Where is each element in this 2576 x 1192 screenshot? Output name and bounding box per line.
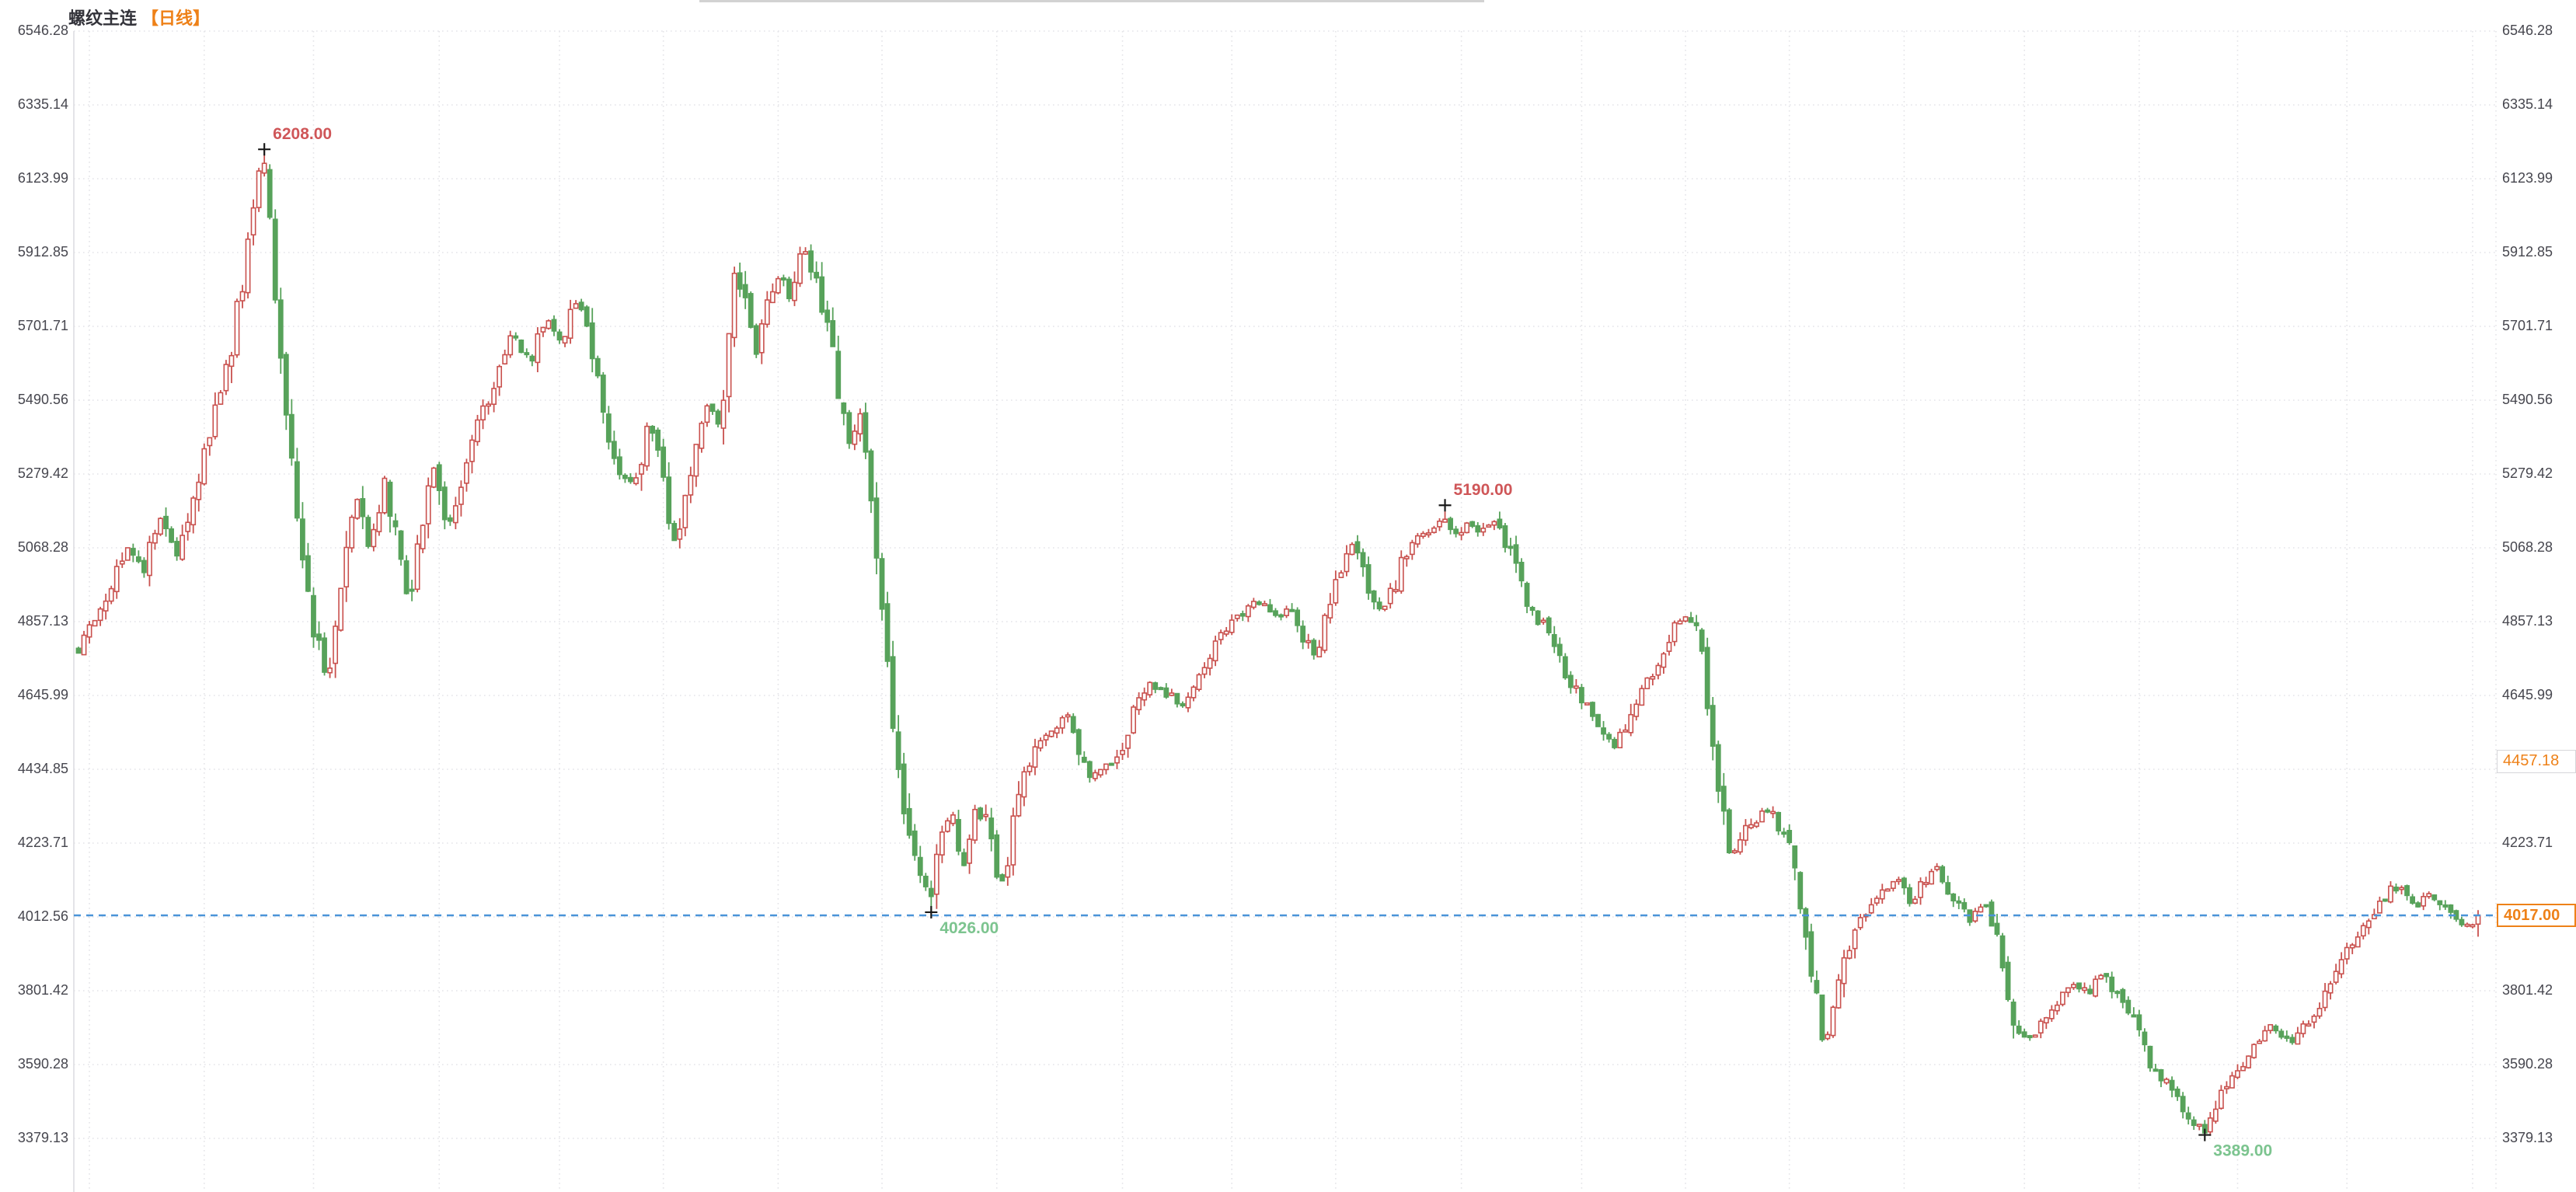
y-axis-label-left: 4012.56 <box>17 908 68 924</box>
y-axis-label-left: 4223.71 <box>17 834 68 850</box>
average-price-tag: 4457.18 <box>2497 749 2576 773</box>
y-axis-label-right: 6335.14 <box>2502 96 2553 112</box>
extreme-marker-3389.00: 3389.00 <box>2198 1128 2272 1160</box>
y-axis-label-right: 5490.56 <box>2502 392 2553 407</box>
y-axis-label-right: 3590.28 <box>2502 1055 2553 1072</box>
y-axis-label-left: 5279.42 <box>17 465 68 481</box>
y-axis-label-left: 3379.13 <box>17 1130 68 1145</box>
y-axis-label-right: 3801.42 <box>2502 981 2553 998</box>
extreme-price-label: 6208.00 <box>273 125 332 143</box>
extreme-marker-5190.00: 5190.00 <box>1438 481 1513 512</box>
y-axis-label-left: 4645.99 <box>17 687 68 702</box>
y-axis-label-left: 6546.28 <box>17 23 68 38</box>
y-axis-label-left: 5912.85 <box>17 244 68 260</box>
y-axis-label-right: 5279.42 <box>2502 465 2553 481</box>
y-axis-label-right: 4857.13 <box>2502 613 2553 629</box>
extreme-marker-6208.00: 6208.00 <box>258 125 332 156</box>
symbol-name: 螺纹主连 <box>68 9 138 28</box>
last-price-value: 4017.00 <box>2504 906 2560 924</box>
y-axis-label-right: 4223.71 <box>2502 834 2553 850</box>
y-axis-label-right: 4645.99 <box>2502 687 2553 702</box>
y-axis-label-left: 3590.28 <box>17 1055 68 1072</box>
y-axis-label-right: 3379.13 <box>2502 1130 2553 1145</box>
y-axis-label-right: 6123.99 <box>2502 170 2553 186</box>
extreme-price-label: 5190.00 <box>1454 481 1513 499</box>
y-axis-label-left: 6123.99 <box>17 170 68 186</box>
y-axis-label-right: 5701.71 <box>2502 317 2553 333</box>
extreme-marker-4026.00: 4026.00 <box>925 905 999 937</box>
y-axis-label-left: 6335.14 <box>17 96 68 112</box>
y-axis-label-left: 5068.28 <box>17 538 68 555</box>
period-label: 【日线】 <box>141 9 211 28</box>
y-axis-label-left: 5701.71 <box>17 317 68 333</box>
average-price-value: 4457.18 <box>2503 752 2560 770</box>
last-price-tag: 4017.00 <box>2497 904 2576 927</box>
extreme-price-label: 3389.00 <box>2213 1142 2272 1160</box>
y-axis-label-left: 4857.13 <box>17 613 68 629</box>
y-axis-label-right: 6546.28 <box>2502 23 2553 38</box>
window-top-edge <box>699 0 1484 2</box>
extreme-price-label: 4026.00 <box>939 919 999 937</box>
y-axis-label-right: 5068.28 <box>2502 538 2553 555</box>
y-axis-label-left: 3801.42 <box>17 981 68 998</box>
y-axis-label-right: 5912.85 <box>2502 244 2553 260</box>
chart-title: 螺纹主连 【日线】 <box>68 5 210 30</box>
y-axis-label-left: 4434.85 <box>17 760 68 776</box>
y-axis-label-left: 5490.56 <box>17 392 68 407</box>
